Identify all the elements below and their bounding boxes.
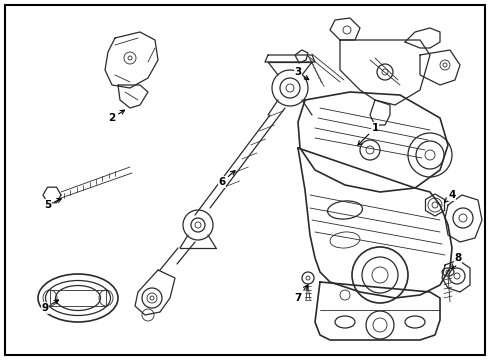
Text: 4: 4 — [445, 190, 456, 202]
Text: 7: 7 — [294, 285, 308, 303]
Text: 3: 3 — [294, 67, 309, 80]
Text: 1: 1 — [358, 123, 379, 145]
Text: 2: 2 — [108, 110, 124, 123]
Polygon shape — [295, 50, 308, 63]
Text: 5: 5 — [45, 199, 61, 210]
Text: 9: 9 — [42, 300, 58, 313]
Text: 6: 6 — [219, 171, 235, 187]
Text: 8: 8 — [452, 253, 462, 269]
